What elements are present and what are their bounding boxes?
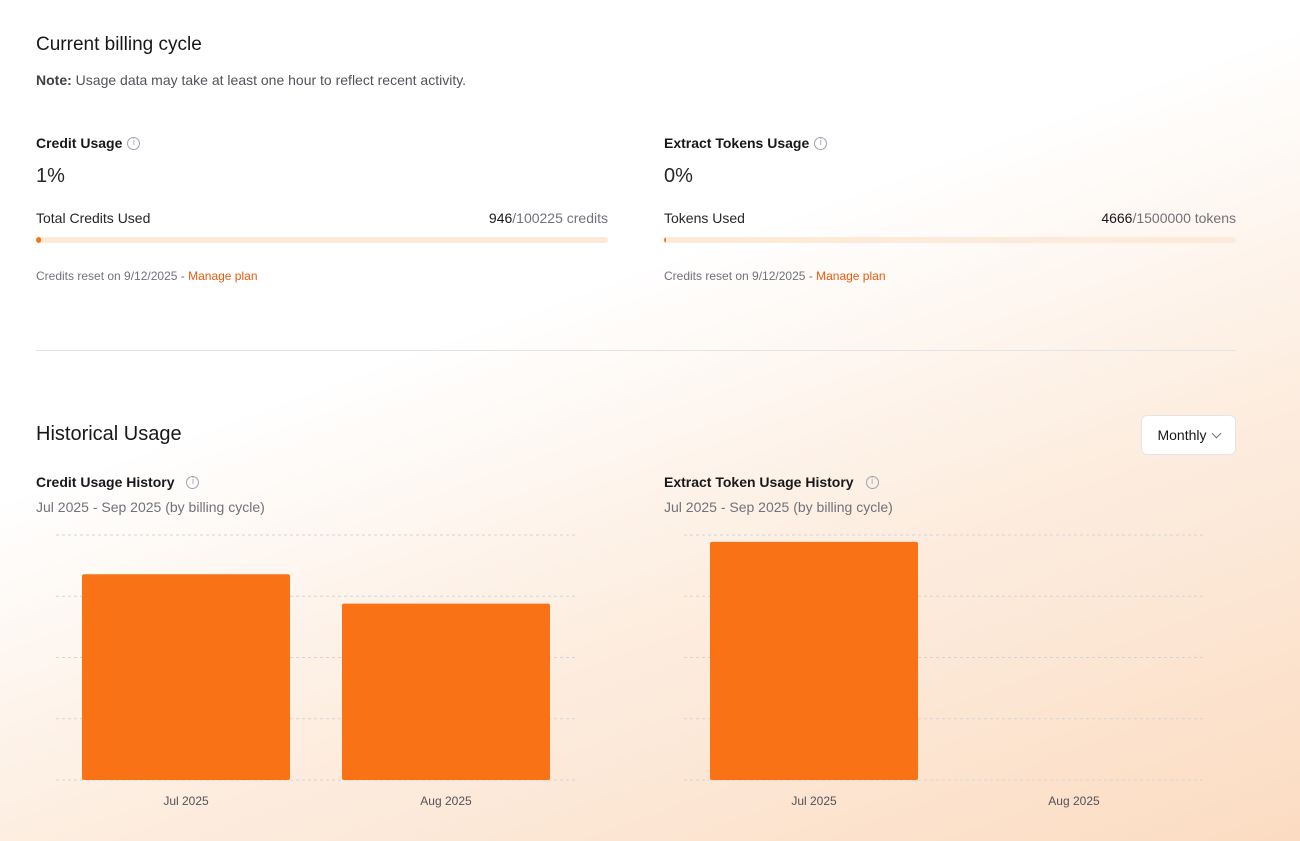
token-progress-fill xyxy=(664,237,666,243)
credit-history-x-tick-label: Jul 2025 xyxy=(163,794,209,808)
token-history-title-row: Extract Token Usage History i xyxy=(664,472,1236,492)
credit-history-title-row: Credit Usage History i xyxy=(36,472,608,492)
token-usage-percent: 0% xyxy=(664,165,693,187)
tokens-used-label: Tokens Used xyxy=(664,210,745,226)
note-label: Note: xyxy=(36,72,72,88)
credit-used-label: Total Credits Used xyxy=(36,210,151,226)
info-icon[interactable]: i xyxy=(814,136,828,150)
credit-used-row: Total Credits Used 946/100225 credits xyxy=(36,210,608,226)
credit-usage-history-chart: Credit Usage History i Jul 2025 - Sep 20… xyxy=(36,472,608,822)
credit-history-subtitle: Jul 2025 - Sep 2025 (by billing cycle) xyxy=(36,499,265,515)
manage-plan-link[interactable]: Manage plan xyxy=(188,269,258,283)
token-usage-history-chart: Extract Token Usage History i Jul 2025 -… xyxy=(664,472,1236,822)
manage-plan-link[interactable]: Manage plan xyxy=(816,269,886,283)
credit-history-bar-aug-2025[interactable] xyxy=(342,603,550,780)
usage-note: Note: Usage data may take at least one h… xyxy=(36,72,466,88)
token-history-x-tick-label: Aug 2025 xyxy=(1048,794,1100,808)
credit-history-x-tick-label: Aug 2025 xyxy=(420,794,472,808)
tokens-used-row: Tokens Used 4666/1500000 tokens xyxy=(664,210,1236,226)
credit-used-total: /100225 credits xyxy=(512,210,608,226)
token-history-bar-jul-2025[interactable] xyxy=(710,541,918,780)
credit-usage-percent: 1% xyxy=(36,165,65,187)
token-history-title: Extract Token Usage History xyxy=(664,474,854,490)
tokens-used-value: 4666/1500000 tokens xyxy=(1101,210,1236,226)
note-text: Usage data may take at least one hour to… xyxy=(75,72,467,88)
credit-progress-fill xyxy=(36,237,42,243)
credit-usage-title: Credit Usage xyxy=(36,135,123,151)
token-reset-info: Credits reset on 9/12/2025 - Manage plan xyxy=(664,269,886,283)
info-icon[interactable]: i xyxy=(865,475,879,489)
token-reset-text: Credits reset on 9/12/2025 - xyxy=(664,269,813,283)
tokens-used-number: 4666 xyxy=(1101,210,1133,226)
token-history-x-tick-label: Jul 2025 xyxy=(791,794,837,808)
section-divider xyxy=(36,350,1236,351)
token-usage-title-row: Extract Tokens Usage i xyxy=(664,133,1236,153)
credit-progress-bar xyxy=(36,237,608,243)
billing-cycle-title: Current billing cycle xyxy=(36,34,202,55)
historical-usage-title: Historical Usage xyxy=(36,423,182,445)
token-progress-bar xyxy=(664,237,1236,243)
token-history-plot: Jul 2025 Aug 2025 xyxy=(684,534,1204,808)
credit-reset-text: Credits reset on 9/12/2025 - xyxy=(36,269,185,283)
credit-history-bar-jul-2025[interactable] xyxy=(82,574,290,780)
credit-used-number: 946 xyxy=(488,210,513,226)
credit-history-title: Credit Usage History xyxy=(36,474,175,490)
info-icon[interactable]: i xyxy=(127,136,141,150)
token-usage-card: Extract Tokens Usage i 0% Tokens Used 46… xyxy=(664,133,1236,283)
tokens-used-total: /1500000 tokens xyxy=(1132,210,1236,226)
credit-history-plot: Jul 2025 Aug 2025 xyxy=(56,534,576,808)
chevron-down-icon xyxy=(1211,428,1221,438)
period-select-value: Monthly xyxy=(1157,427,1207,443)
period-select[interactable]: Monthly xyxy=(1141,415,1236,455)
credit-usage-card: Credit Usage i 1% Total Credits Used 946… xyxy=(36,133,608,283)
token-history-subtitle: Jul 2025 - Sep 2025 (by billing cycle) xyxy=(664,499,893,515)
info-icon[interactable]: i xyxy=(186,475,200,489)
credit-usage-title-row: Credit Usage i xyxy=(36,133,608,153)
token-usage-title: Extract Tokens Usage xyxy=(664,135,810,151)
credit-used-value: 946/100225 credits xyxy=(489,210,608,226)
credit-reset-info: Credits reset on 9/12/2025 - Manage plan xyxy=(36,269,258,283)
